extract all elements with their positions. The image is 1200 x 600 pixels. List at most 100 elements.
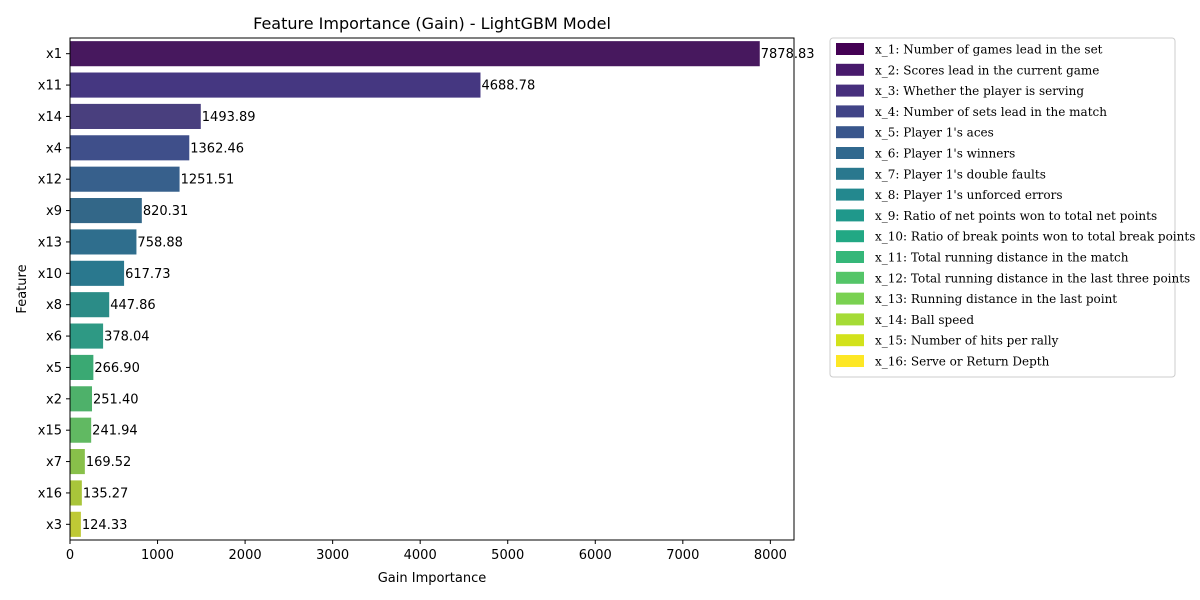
y-tick-label-x12: x12 <box>38 173 62 188</box>
y-axis-ticks: x1 x11 x14 x4 x12 x9 x13 x10 x8 x6 x5 x2 x15 x7 x16 x3 <box>38 47 70 533</box>
legend-swatch-14 <box>836 313 864 326</box>
value-label-x3: 124.33 <box>82 518 128 533</box>
x-axis-ticks: 0 1000 2000 3000 4000 5000 6000 7000 8000 <box>66 540 787 563</box>
legend-label-1: x_1: Number of games lead in the set <box>875 43 1103 57</box>
bar-x8 <box>70 292 110 318</box>
bars-group <box>70 41 760 537</box>
bar-x6 <box>70 323 104 349</box>
bar-x1 <box>70 41 760 67</box>
legend-label-9: x_9: Ratio of net points won to total ne… <box>875 209 1157 223</box>
y-tick-label-x2: x2 <box>46 392 62 407</box>
legend-label-11: x_11: Total running distance in the matc… <box>875 251 1129 265</box>
bar-x12 <box>70 166 180 192</box>
value-label-x8: 447.86 <box>110 298 156 313</box>
y-tick-label-x6: x6 <box>46 330 62 345</box>
legend-swatch-2 <box>836 63 864 76</box>
y-tick-label-x3: x3 <box>46 518 62 533</box>
legend-swatch-5 <box>836 126 864 139</box>
bar-x10 <box>70 260 125 286</box>
bar-x5 <box>70 354 94 380</box>
legend-label-10: x_10: Ratio of break points won to total… <box>875 230 1195 244</box>
legend: x_1: Number of games lead in the set x_2:… <box>829 37 1195 378</box>
y-tick-label-x9: x9 <box>46 204 62 219</box>
legend-swatch-16 <box>836 355 864 367</box>
bar-x9 <box>70 198 142 224</box>
bar-x3 <box>70 511 81 537</box>
bar-x14 <box>70 103 201 129</box>
bar-x15 <box>70 417 92 443</box>
value-label-x1: 7878.83 <box>761 47 815 62</box>
legend-label-12: x_12: Total running distance in the last… <box>875 271 1190 285</box>
bar-x11 <box>70 72 481 98</box>
value-labels-group: 7878.83 4688.78 1493.89 1362.46 1251.51 820.3… <box>82 47 815 533</box>
value-label-x2: 251.40 <box>93 392 139 407</box>
y-tick-label-x4: x4 <box>46 141 62 156</box>
value-label-x12: 1251.51 <box>181 173 235 188</box>
y-tick-label-x13: x13 <box>38 235 62 250</box>
legend-label-14: x_14: Ball speed <box>875 313 974 327</box>
legend-swatch-3 <box>836 84 864 97</box>
legend-swatch-12 <box>836 271 864 284</box>
value-label-x5: 266.90 <box>94 361 139 376</box>
value-label-x11: 4688.78 <box>481 79 535 94</box>
value-label-x6: 378.04 <box>104 330 150 345</box>
legend-swatch-4 <box>836 105 864 118</box>
bar-x4 <box>70 135 190 161</box>
value-label-x16: 135.27 <box>83 486 128 501</box>
chart-title: Feature Importance (Gain) - LightGBM Mod… <box>253 14 611 33</box>
legend-label-6: x_6: Player 1's winners <box>875 147 1015 161</box>
legend-label-16: x_16: Serve or Return Depth <box>875 355 1050 369</box>
legend-label-8: x_8: Player 1's unforced errors <box>875 188 1063 202</box>
legend-label-3: x_3: Whether the player is serving <box>875 84 1084 98</box>
value-label-x4: 1362.46 <box>190 141 244 156</box>
x-tick-label-4000: 4000 <box>404 548 437 563</box>
value-label-x15: 241.94 <box>92 424 138 439</box>
x-axis-title: Gain Importance <box>378 571 487 586</box>
y-tick-label-x10: x10 <box>38 267 62 282</box>
legend-swatch-11 <box>836 251 864 263</box>
legend-label-15: x_15: Number of hits per rally <box>875 334 1059 348</box>
bar-x7 <box>70 449 85 475</box>
value-label-x13: 758.88 <box>137 235 183 250</box>
x-tick-label-5000: 5000 <box>491 548 524 563</box>
bar-x16 <box>70 480 82 506</box>
legend-swatch-15 <box>836 334 864 347</box>
x-tick-label-7000: 7000 <box>666 548 699 563</box>
legend-label-5: x_5: Player 1's aces <box>875 126 994 140</box>
y-tick-label-x14: x14 <box>38 110 62 125</box>
legend-label-7: x_7: Player 1's double faults <box>875 167 1046 181</box>
x-tick-label-0: 0 <box>66 548 74 563</box>
bar-x2 <box>70 386 93 412</box>
legend-frame <box>829 37 1176 378</box>
x-tick-label-2000: 2000 <box>229 548 262 563</box>
value-label-x14: 1493.89 <box>202 110 256 125</box>
legend-swatch-9 <box>836 209 864 222</box>
x-tick-label-6000: 6000 <box>579 548 612 563</box>
legend-swatch-6 <box>836 147 864 159</box>
legend-label-4: x_4: Number of sets lead in the match <box>875 105 1107 119</box>
y-tick-label-x15: x15 <box>38 424 62 439</box>
x-tick-label-1000: 1000 <box>141 548 174 563</box>
y-axis-title: Feature <box>15 264 30 313</box>
legend-swatch-10 <box>836 230 864 243</box>
y-tick-label-x7: x7 <box>46 455 62 470</box>
legend-label-2: x_2: Scores lead in the current game <box>875 63 1099 77</box>
x-tick-label-8000: 8000 <box>754 548 787 563</box>
y-tick-label-x16: x16 <box>38 486 62 501</box>
legend-label-13: x_13: Running distance in the last point <box>875 292 1117 306</box>
legend-swatch-8 <box>836 188 864 201</box>
value-label-x10: 617.73 <box>125 267 170 282</box>
plot-frame <box>69 37 795 541</box>
y-tick-label-x11: x11 <box>38 79 62 94</box>
value-label-x7: 169.52 <box>86 455 132 470</box>
legend-swatch-1 <box>836 43 864 55</box>
y-tick-label-x5: x5 <box>46 361 62 376</box>
bar-x13 <box>70 229 137 255</box>
value-label-x9: 820.31 <box>143 204 189 219</box>
x-tick-label-3000: 3000 <box>316 548 349 563</box>
legend-swatch-7 <box>836 167 864 180</box>
legend-swatch-13 <box>836 292 864 305</box>
y-tick-label-x1: x1 <box>46 47 62 62</box>
y-tick-label-x8: x8 <box>46 298 62 313</box>
